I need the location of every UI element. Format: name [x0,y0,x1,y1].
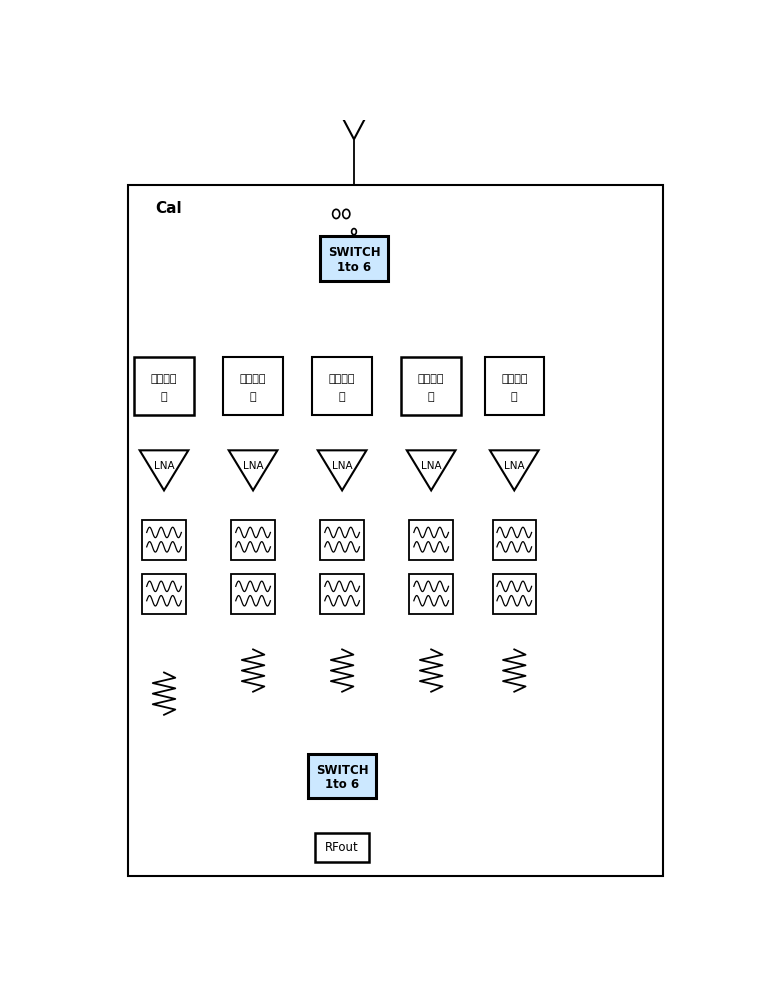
Text: LNA: LNA [504,461,525,471]
Bar [401,357,461,415]
Text: 微带滤波: 微带滤波 [240,374,267,384]
Text: LNA: LNA [243,461,264,471]
Text: LNA: LNA [154,461,175,471]
Bar [134,357,194,415]
Bar [315,833,369,862]
Text: 器: 器 [161,392,167,402]
Text: LNA: LNA [421,461,441,471]
Bar [485,357,544,415]
Text: 器: 器 [339,392,345,402]
Bar [313,357,372,415]
Bar [410,574,453,614]
Text: 器: 器 [250,392,257,402]
Text: 器: 器 [428,392,434,402]
Text: LNA: LNA [332,461,352,471]
Bar [320,236,388,281]
Bar [308,754,376,798]
Bar [320,520,364,560]
Bar [493,520,536,560]
Text: SWITCH: SWITCH [316,764,368,777]
Text: SWITCH: SWITCH [328,246,380,259]
Text: 1to 6: 1to 6 [325,778,359,791]
Bar [142,574,185,614]
Text: Cal: Cal [155,201,182,216]
Text: 1to 6: 1to 6 [337,261,371,274]
Bar [231,574,275,614]
Text: 微带滤波: 微带滤波 [329,374,355,384]
Text: RFout: RFout [326,841,359,854]
Bar [129,185,663,876]
Bar [493,574,536,614]
Text: 微带滤波: 微带滤波 [501,374,528,384]
Text: 微带滤波: 微带滤波 [418,374,444,384]
Bar [231,520,275,560]
Bar [320,574,364,614]
Bar [142,520,185,560]
Text: 器: 器 [511,392,518,402]
Text: 微带滤波: 微带滤波 [151,374,177,384]
Bar [410,520,453,560]
Bar [224,357,283,415]
